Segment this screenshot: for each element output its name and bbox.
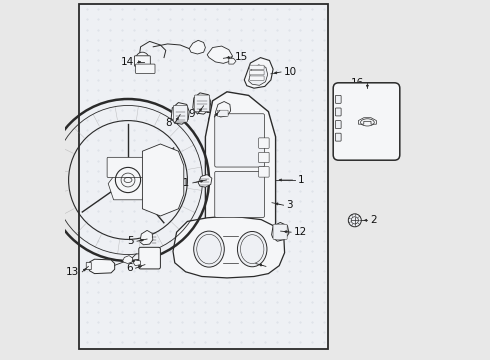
FancyBboxPatch shape: [215, 114, 265, 167]
Text: 5: 5: [127, 236, 134, 246]
Text: 15: 15: [235, 52, 248, 62]
Polygon shape: [248, 65, 268, 85]
FancyBboxPatch shape: [250, 65, 264, 69]
FancyBboxPatch shape: [273, 224, 287, 239]
Polygon shape: [245, 58, 273, 88]
Polygon shape: [108, 176, 148, 200]
FancyBboxPatch shape: [217, 110, 228, 116]
Text: 1: 1: [298, 175, 305, 185]
FancyBboxPatch shape: [335, 108, 341, 116]
Text: 10: 10: [284, 67, 297, 77]
Text: 6: 6: [126, 263, 133, 273]
Text: 16: 16: [351, 78, 365, 88]
Polygon shape: [216, 102, 231, 117]
Text: 7: 7: [205, 112, 212, 122]
Polygon shape: [143, 144, 184, 216]
FancyBboxPatch shape: [86, 262, 91, 270]
FancyBboxPatch shape: [333, 83, 400, 160]
Circle shape: [136, 52, 149, 65]
Text: 12: 12: [294, 227, 307, 237]
Polygon shape: [133, 260, 141, 266]
Polygon shape: [88, 259, 115, 274]
FancyBboxPatch shape: [335, 121, 341, 129]
Circle shape: [348, 214, 361, 227]
Polygon shape: [173, 216, 285, 278]
FancyBboxPatch shape: [195, 95, 210, 112]
FancyBboxPatch shape: [136, 64, 155, 73]
FancyBboxPatch shape: [134, 56, 150, 66]
FancyBboxPatch shape: [335, 95, 341, 103]
FancyBboxPatch shape: [215, 171, 265, 217]
FancyBboxPatch shape: [259, 138, 269, 148]
Polygon shape: [193, 93, 211, 114]
Ellipse shape: [194, 231, 224, 267]
Polygon shape: [171, 103, 189, 124]
Polygon shape: [140, 230, 153, 245]
FancyBboxPatch shape: [250, 71, 264, 75]
Text: 13: 13: [66, 267, 79, 277]
Text: 2: 2: [370, 215, 377, 225]
Polygon shape: [198, 175, 212, 187]
Ellipse shape: [238, 231, 267, 267]
Polygon shape: [205, 92, 275, 268]
FancyBboxPatch shape: [259, 152, 269, 163]
FancyBboxPatch shape: [259, 167, 269, 177]
FancyBboxPatch shape: [250, 76, 264, 80]
FancyBboxPatch shape: [107, 157, 149, 177]
FancyBboxPatch shape: [139, 247, 160, 269]
Bar: [79, 4, 328, 349]
Text: 9: 9: [188, 109, 195, 119]
Text: 11: 11: [177, 178, 190, 188]
FancyBboxPatch shape: [173, 105, 187, 122]
Polygon shape: [271, 222, 289, 241]
Polygon shape: [207, 46, 232, 63]
Polygon shape: [229, 58, 236, 64]
FancyBboxPatch shape: [335, 133, 341, 141]
Text: 14: 14: [121, 57, 134, 67]
Text: 8: 8: [165, 118, 172, 128]
Polygon shape: [189, 40, 205, 54]
Text: 3: 3: [286, 200, 293, 210]
Polygon shape: [122, 256, 133, 264]
Text: 4: 4: [269, 261, 275, 271]
